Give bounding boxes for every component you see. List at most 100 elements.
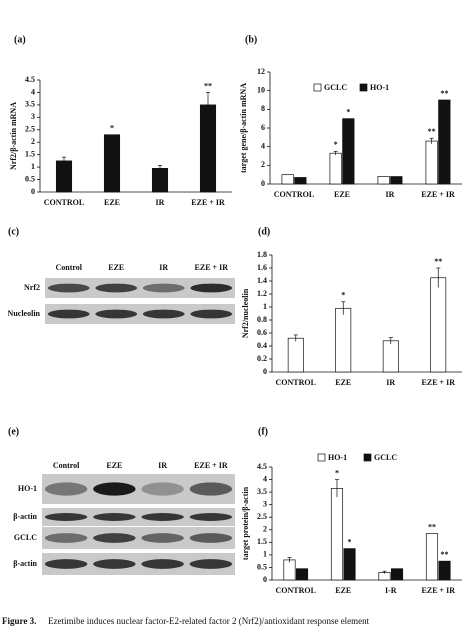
x-tick-label: CONTROL	[276, 586, 316, 595]
row-label: Nrf2	[24, 283, 40, 292]
band	[44, 482, 88, 496]
y-tick-label: 2.5	[25, 125, 35, 134]
y-tick-label: 1.8	[257, 250, 267, 259]
bar	[199, 104, 217, 193]
row-label: Nucleolin	[8, 309, 41, 318]
x-tick-label: IR	[156, 198, 165, 207]
y-tick-label: 1.6	[257, 263, 267, 272]
y-tick-label: 3.5	[25, 100, 35, 109]
band	[190, 283, 233, 293]
band	[93, 513, 136, 521]
x-tick-label: EZE + IR	[422, 586, 456, 595]
y-tick-label: 4	[261, 141, 265, 150]
band	[142, 283, 185, 293]
bar	[425, 533, 439, 581]
y-tick-label: 2	[31, 137, 35, 146]
y-tick-label: 0.6	[257, 328, 267, 337]
lane-label: EZE + IR	[195, 263, 229, 272]
bar	[382, 340, 399, 373]
y-tick-label: 4	[31, 87, 35, 96]
band	[93, 533, 136, 543]
panel-label: (b)	[245, 34, 257, 45]
x-tick-label: CONTROL	[274, 190, 314, 199]
x-tick-label: CONTROL	[44, 198, 84, 207]
x-tick-label: CONTROL	[276, 378, 316, 387]
x-tick-label: EZE	[335, 586, 351, 595]
significance-mark: *	[110, 124, 114, 133]
bar	[342, 118, 355, 185]
band	[93, 482, 136, 496]
significance-mark: **	[434, 257, 442, 266]
y-tick-label: 0.2	[257, 354, 267, 363]
band	[44, 513, 88, 521]
lane-label: EZE + IR	[194, 461, 228, 470]
y-tick-label: 12	[257, 67, 265, 76]
y-tick-label: 0	[263, 367, 267, 376]
bar	[55, 160, 73, 193]
y-tick-label: 4	[263, 474, 267, 483]
row-label: β-actin	[13, 512, 37, 521]
x-tick-label: I-R	[385, 586, 397, 595]
band	[189, 482, 233, 496]
y-axis-label: target gene/β-actin mRNA	[239, 83, 248, 173]
bar	[438, 99, 451, 185]
significance-mark: *	[348, 537, 352, 546]
significance-mark: *	[346, 107, 350, 116]
panel-label: (c)	[8, 226, 19, 237]
y-tick-label: 0	[31, 187, 35, 196]
x-tick-label: EZE + IR	[422, 378, 456, 387]
bar	[335, 307, 352, 373]
x-tick-label: EZE + IR	[421, 190, 455, 199]
bar	[438, 560, 451, 581]
x-tick-label: EZE + IR	[191, 198, 225, 207]
y-tick-label: 4.5	[257, 462, 267, 471]
bar	[329, 152, 342, 185]
bar	[295, 568, 309, 581]
y-tick-label: 0.5	[257, 562, 267, 571]
bar	[330, 487, 344, 581]
y-tick-label: 0	[263, 575, 267, 584]
lane-label: IR	[158, 461, 167, 470]
y-tick-label: 2.5	[257, 512, 267, 521]
x-tick-label: IR	[386, 378, 395, 387]
y-tick-label: 1	[31, 162, 35, 171]
blot-background	[42, 527, 235, 549]
y-tick-label: 4.5	[25, 75, 35, 84]
blot-background	[45, 278, 235, 298]
y-tick-label: 2	[263, 525, 267, 534]
y-axis-label: Nrf2/nucleolin	[241, 288, 250, 338]
band	[95, 283, 138, 293]
bar	[294, 177, 307, 185]
bar	[287, 337, 304, 373]
row-label: GCLC	[14, 533, 37, 542]
lane-label: EZE	[108, 263, 124, 272]
band	[47, 283, 90, 293]
significance-mark: **	[204, 81, 212, 90]
bar	[283, 559, 296, 581]
blot-background	[45, 304, 235, 324]
panel-label: (f)	[258, 426, 268, 437]
panel-label: (a)	[14, 34, 26, 45]
y-tick-label: 0.8	[257, 315, 267, 324]
significance-mark: **	[440, 89, 448, 98]
band	[189, 559, 233, 569]
y-tick-label: 0	[261, 179, 265, 188]
legend-label: HO-1	[328, 453, 347, 462]
bar	[343, 548, 356, 581]
x-tick-label: EZE	[335, 378, 351, 387]
band	[141, 533, 184, 543]
significance-mark: **	[441, 550, 449, 559]
legend-label: HO-1	[370, 83, 389, 92]
bar	[425, 140, 438, 185]
y-tick-label: 2	[261, 160, 265, 169]
band	[141, 482, 184, 496]
legend-swatch	[317, 453, 326, 462]
y-tick-label: 0.4	[257, 341, 267, 350]
band	[95, 309, 138, 319]
y-tick-label: 3	[263, 499, 267, 508]
blot-background	[42, 508, 235, 526]
band	[141, 513, 184, 521]
band	[189, 533, 233, 543]
row-label: β-actin	[13, 559, 37, 568]
y-axis-label: Nrf2/β-actin mRNA	[9, 102, 18, 170]
